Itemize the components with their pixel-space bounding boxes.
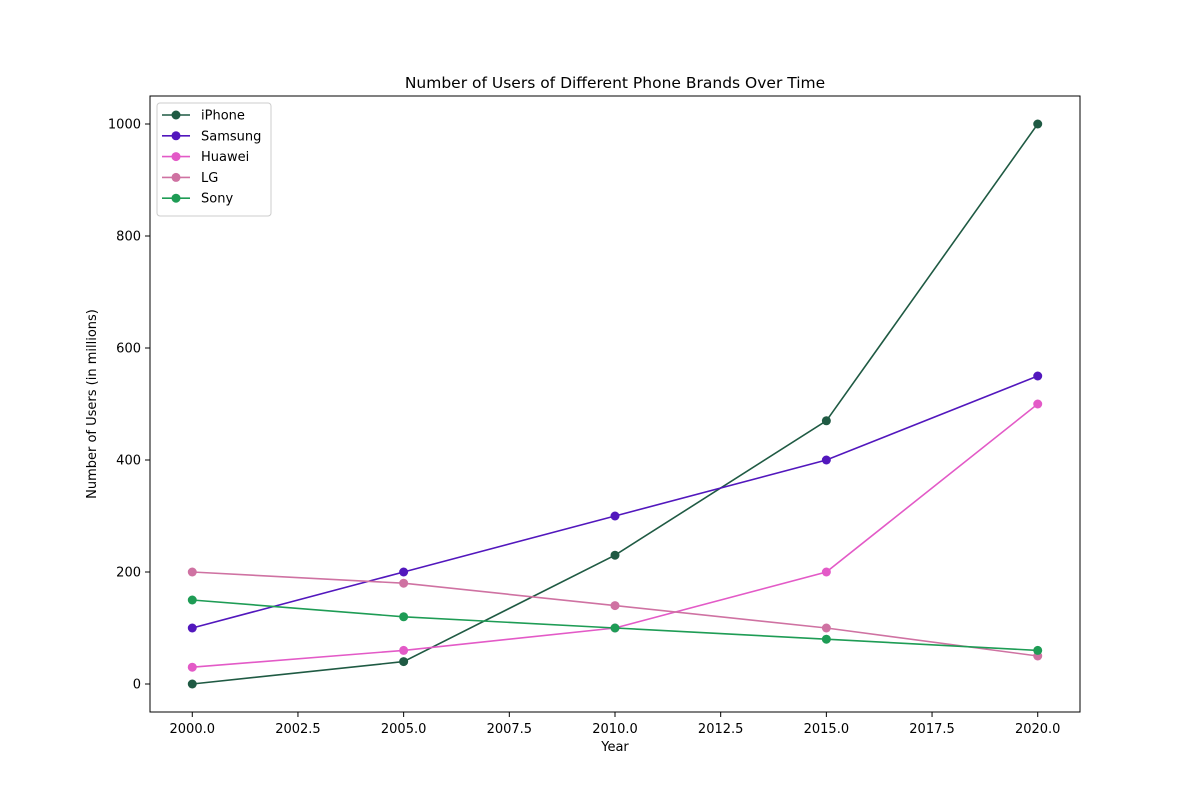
legend-label: Samsung <box>201 129 261 144</box>
x-tick-label: 2010.0 <box>592 722 638 737</box>
legend-item-sony: Sony <box>162 192 233 207</box>
data-point-samsung <box>187 623 197 633</box>
legend-label: Sony <box>201 192 233 207</box>
legend-item-iphone: iPhone <box>162 109 245 124</box>
x-axis: 2000.0 2002.5 2005.0 2007.5 2010.0 2012.5 2015… <box>170 712 1061 737</box>
y-tick-label: 600 <box>116 342 141 357</box>
data-point-sony <box>1033 645 1043 655</box>
data-point-huawei <box>821 567 831 577</box>
y-tick-label: 1000 <box>108 118 141 133</box>
y-tick-label: 400 <box>116 454 141 469</box>
y-tick-label: 800 <box>116 230 141 245</box>
y-axis: 0 200 400 600 800 1000 <box>108 118 150 693</box>
legend-box <box>156 102 272 217</box>
series-layer <box>187 119 1043 689</box>
x-tick-label: 2000.0 <box>170 722 216 737</box>
x-tick-label: 2007.5 <box>487 722 533 737</box>
legend-swatch-marker <box>171 193 181 203</box>
legend-label: Huawei <box>201 150 249 165</box>
legend-label: LG <box>201 171 218 186</box>
data-point-huawei <box>399 645 409 655</box>
series-sony <box>187 595 1043 655</box>
data-point-samsung <box>610 511 620 521</box>
data-point-sony <box>821 634 831 644</box>
data-point-sony <box>610 623 620 633</box>
legend-item-lg: LG <box>162 171 218 186</box>
data-point-lg <box>821 623 831 633</box>
data-point-samsung <box>821 455 831 465</box>
data-point-lg <box>187 567 197 577</box>
data-point-lg <box>399 578 409 588</box>
data-point-iphone <box>187 679 197 689</box>
chart-title: Number of Users of Different Phone Brand… <box>405 74 825 92</box>
x-tick-label: 2005.0 <box>381 722 427 737</box>
x-tick-label: 2020.0 <box>1015 722 1061 737</box>
legend-label: iPhone <box>201 109 245 124</box>
x-tick-label: 2012.5 <box>698 722 744 737</box>
data-point-iphone <box>610 550 620 560</box>
data-point-samsung <box>399 567 409 577</box>
x-tick-label: 2017.5 <box>909 722 955 737</box>
legend-item-huawei: Huawei <box>162 150 249 165</box>
data-point-huawei <box>1033 399 1043 409</box>
legend-swatch-marker <box>171 172 181 182</box>
legend-item-samsung: Samsung <box>162 129 261 144</box>
x-axis-title: Year <box>600 740 629 755</box>
y-tick-label: 0 <box>133 678 141 693</box>
series-samsung <box>187 371 1043 633</box>
y-axis-title: Number of Users (in millions) <box>85 309 100 499</box>
legend: iPhone Samsung Huawei LG Sony <box>156 102 272 217</box>
data-point-huawei <box>187 662 197 672</box>
data-point-lg <box>610 601 620 611</box>
y-tick-label: 200 <box>116 566 141 581</box>
data-point-iphone <box>399 657 409 667</box>
legend-swatch-marker <box>171 131 181 141</box>
data-point-iphone <box>821 416 831 426</box>
x-tick-label: 2015.0 <box>804 722 850 737</box>
legend-swatch-marker <box>171 152 181 162</box>
x-tick-label: 2002.5 <box>275 722 321 737</box>
data-point-iphone <box>1033 119 1043 129</box>
data-point-samsung <box>1033 371 1043 381</box>
series-iphone <box>187 119 1043 689</box>
legend-swatch-marker <box>171 110 181 120</box>
data-point-sony <box>187 595 197 605</box>
data-point-sony <box>399 612 409 622</box>
